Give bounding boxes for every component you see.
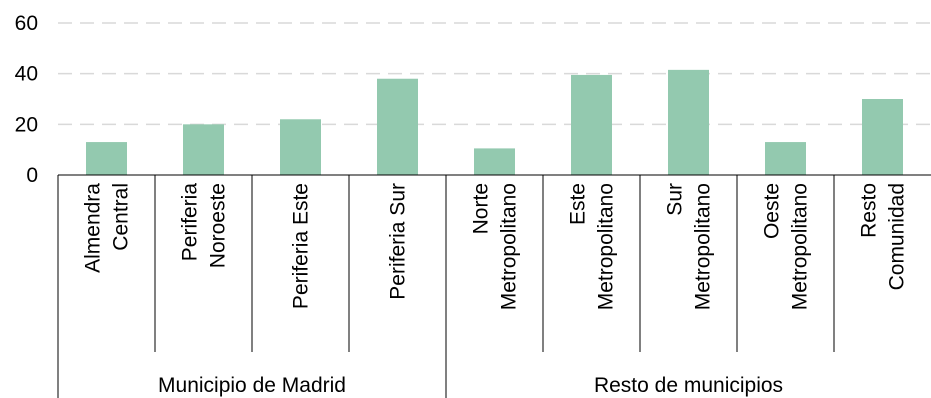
bar-periferia-noroeste (183, 124, 224, 175)
bar-periferia-este (280, 119, 321, 175)
bar-almendra-central (86, 142, 127, 175)
category-label: Resto Comunidad (858, 183, 909, 290)
y-tick-label: 20 (15, 113, 38, 136)
bar-norte-metropolitano (474, 148, 515, 175)
category-label: Sur Metropolitano (664, 183, 715, 310)
bars (86, 69, 903, 175)
y-tick-label: 60 (15, 12, 38, 35)
bar-periferia-sur (377, 78, 418, 175)
group-label: Municipio de Madrid (158, 374, 346, 397)
bar-oeste-metropolitano (765, 142, 806, 175)
category-label: Oeste Metropolitano (761, 183, 812, 310)
y-tick-label: 0 (26, 164, 38, 187)
bar-resto-comunidad (862, 99, 903, 175)
group-labels: Municipio de Madrid Resto de municipios (158, 374, 783, 397)
category-label: Periferia Noroeste (179, 183, 230, 269)
category-label: Periferia Sur (387, 183, 410, 300)
category-label: Almendra Central (82, 183, 133, 273)
category-labels: Almendra Central Periferia Noroeste Periferi… (82, 183, 909, 311)
gridlines (58, 22, 931, 126)
bar-sur-metropolitano (668, 69, 709, 175)
y-axis-ticks: 0 20 40 60 (15, 12, 38, 187)
category-axis (57, 174, 931, 398)
y-tick-label: 40 (15, 63, 38, 86)
bar-este-metropolitano (571, 74, 612, 175)
group-label: Resto de municipios (594, 374, 783, 397)
category-label: Periferia Este (290, 183, 313, 309)
category-label: Este Metropolitano (567, 183, 618, 310)
category-label: Norte Metropolitano (470, 183, 521, 310)
